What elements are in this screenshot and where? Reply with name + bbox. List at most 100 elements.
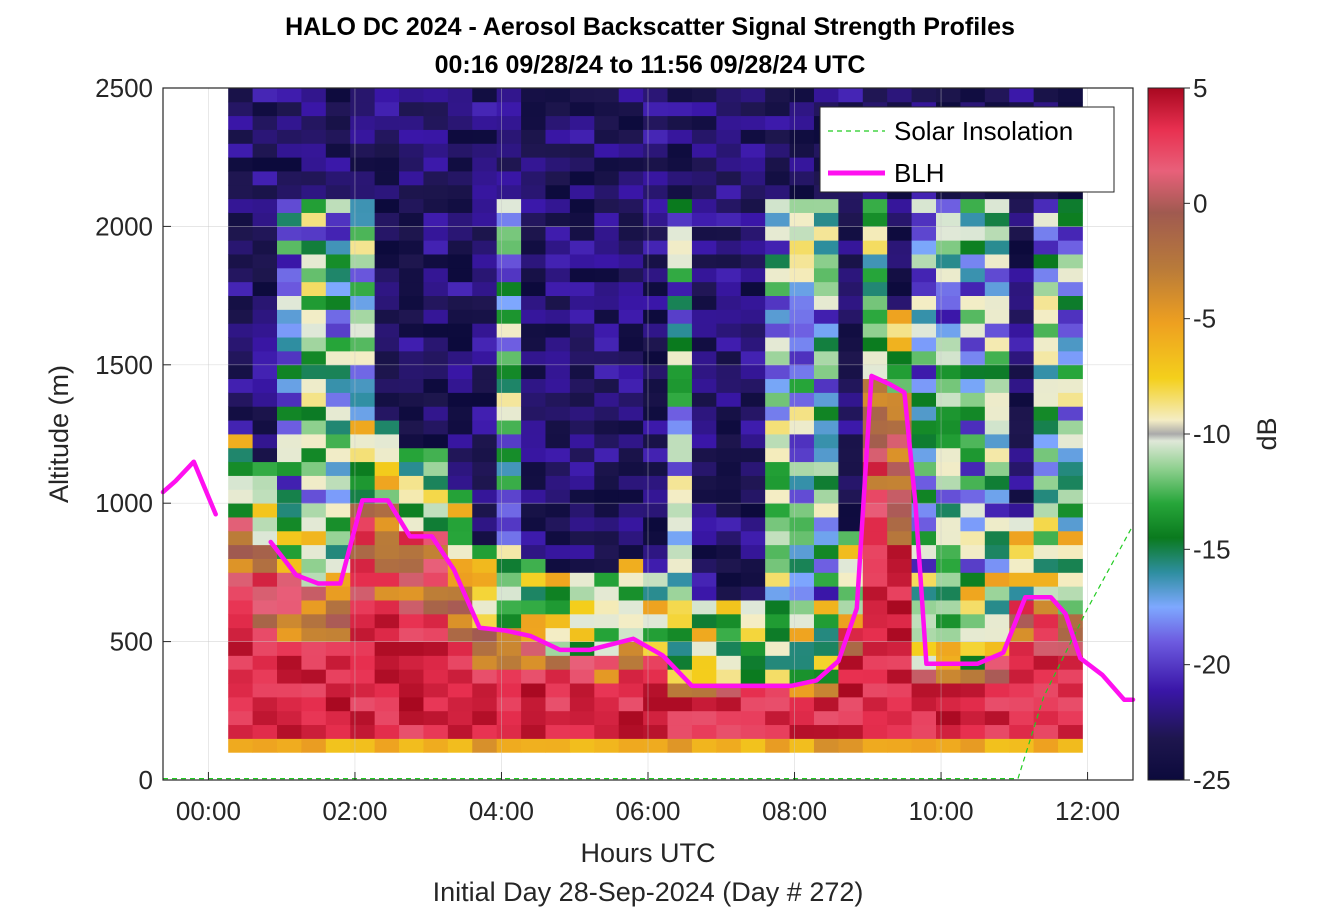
heatmap-cell [350, 420, 376, 435]
heatmap-cell [740, 530, 766, 546]
heatmap-cell [838, 558, 864, 573]
heatmap-cell [496, 323, 522, 338]
heatmap-cell [423, 558, 449, 573]
heatmap-cell [643, 627, 668, 642]
heatmap-cell [667, 337, 693, 352]
heatmap-cell [691, 710, 717, 726]
heatmap-cell [618, 198, 644, 213]
heatmap-cell [594, 143, 620, 158]
heatmap-cell [1033, 475, 1059, 490]
heatmap-cell [643, 88, 668, 103]
heatmap-cell [862, 558, 888, 573]
heatmap-cell [399, 350, 424, 366]
heatmap-cell [618, 184, 644, 200]
heatmap-cell [277, 475, 302, 490]
heatmap-cell [594, 696, 620, 712]
heatmap-cell [569, 655, 595, 670]
heatmap-cell [960, 378, 986, 393]
heatmap-cell [374, 710, 400, 726]
heatmap-cell [960, 309, 986, 324]
heatmap-cell [569, 226, 595, 241]
heatmap-cell [301, 683, 327, 698]
heatmap-cell [667, 267, 693, 283]
heatmap-cell [1058, 198, 1083, 213]
heatmap-cell [423, 517, 449, 532]
heatmap-cell [521, 157, 546, 172]
heatmap-cell [594, 88, 620, 103]
heatmap-cell [521, 337, 546, 352]
heatmap-cell [936, 323, 961, 338]
heatmap-cell [594, 129, 620, 144]
heatmap-cell [569, 434, 595, 449]
heatmap-cell [960, 254, 986, 269]
heatmap-cell [838, 420, 864, 435]
heatmap-cell [1058, 724, 1083, 739]
heatmap-cell [252, 627, 278, 642]
heatmap-cell [228, 447, 254, 463]
heatmap-cell [399, 157, 424, 172]
heatmap-cell [399, 447, 424, 463]
heatmap-cell [325, 364, 351, 380]
heatmap-cell [911, 281, 937, 296]
heatmap-cell [1009, 240, 1035, 255]
heatmap-cell [277, 115, 302, 130]
heatmap-cell [789, 129, 815, 144]
heatmap-cell [838, 198, 864, 213]
heatmap-cell [691, 558, 717, 573]
heatmap-cell [740, 503, 766, 518]
heatmap-cell [643, 669, 668, 684]
heatmap-cell [667, 309, 693, 324]
heatmap-cell [545, 503, 571, 518]
heatmap-cell [813, 683, 839, 698]
heatmap-cell [447, 212, 473, 227]
heatmap-cell [960, 420, 986, 435]
heatmap-cell [545, 669, 571, 684]
heatmap-cell [350, 475, 376, 490]
heatmap-cell [301, 447, 327, 463]
heatmap-cell [838, 267, 864, 283]
heatmap-cell [545, 724, 571, 739]
heatmap-cell [496, 295, 522, 310]
heatmap-cell [1058, 226, 1083, 241]
heatmap-cell [740, 309, 766, 324]
heatmap-cell [350, 309, 376, 324]
heatmap-cell [765, 530, 790, 546]
heatmap-cell [960, 503, 986, 518]
heatmap-cell [765, 281, 790, 296]
heatmap-cell [716, 350, 742, 366]
heatmap-cell [399, 641, 424, 656]
heatmap-cell [716, 586, 742, 601]
x-tick-label: 06:00 [615, 796, 680, 826]
heatmap-cell [252, 655, 278, 670]
heatmap-cell [1033, 323, 1059, 338]
heatmap-cell [496, 184, 522, 200]
heatmap-cell [716, 710, 742, 726]
heatmap-cell [691, 240, 717, 255]
heatmap-cell [545, 447, 571, 463]
heatmap-cell [252, 558, 278, 573]
heatmap-cell [1033, 461, 1059, 476]
heatmap-cell [936, 641, 961, 656]
heatmap-cell [374, 226, 400, 241]
heatmap-cell [789, 655, 815, 670]
heatmap-cell [838, 447, 864, 463]
heatmap-cell [691, 129, 717, 144]
heatmap-cell [472, 475, 498, 490]
heatmap-cell [618, 517, 644, 532]
heatmap-cell [813, 434, 839, 449]
heatmap-cell [325, 447, 351, 463]
heatmap-cell [716, 240, 742, 255]
heatmap-cell [252, 738, 278, 753]
heatmap-cell [301, 240, 327, 255]
heatmap-cell [301, 226, 327, 241]
heatmap-cell [936, 392, 961, 407]
heatmap-cell [350, 171, 376, 186]
heatmap-cell [643, 655, 668, 670]
heatmap-cell [789, 226, 815, 241]
heatmap-cell [545, 171, 571, 186]
heatmap-cell [423, 447, 449, 463]
heatmap-cell [984, 600, 1010, 615]
heatmap-cell [911, 392, 937, 407]
heatmap-cell [496, 517, 522, 532]
heatmap-cell [252, 406, 278, 421]
